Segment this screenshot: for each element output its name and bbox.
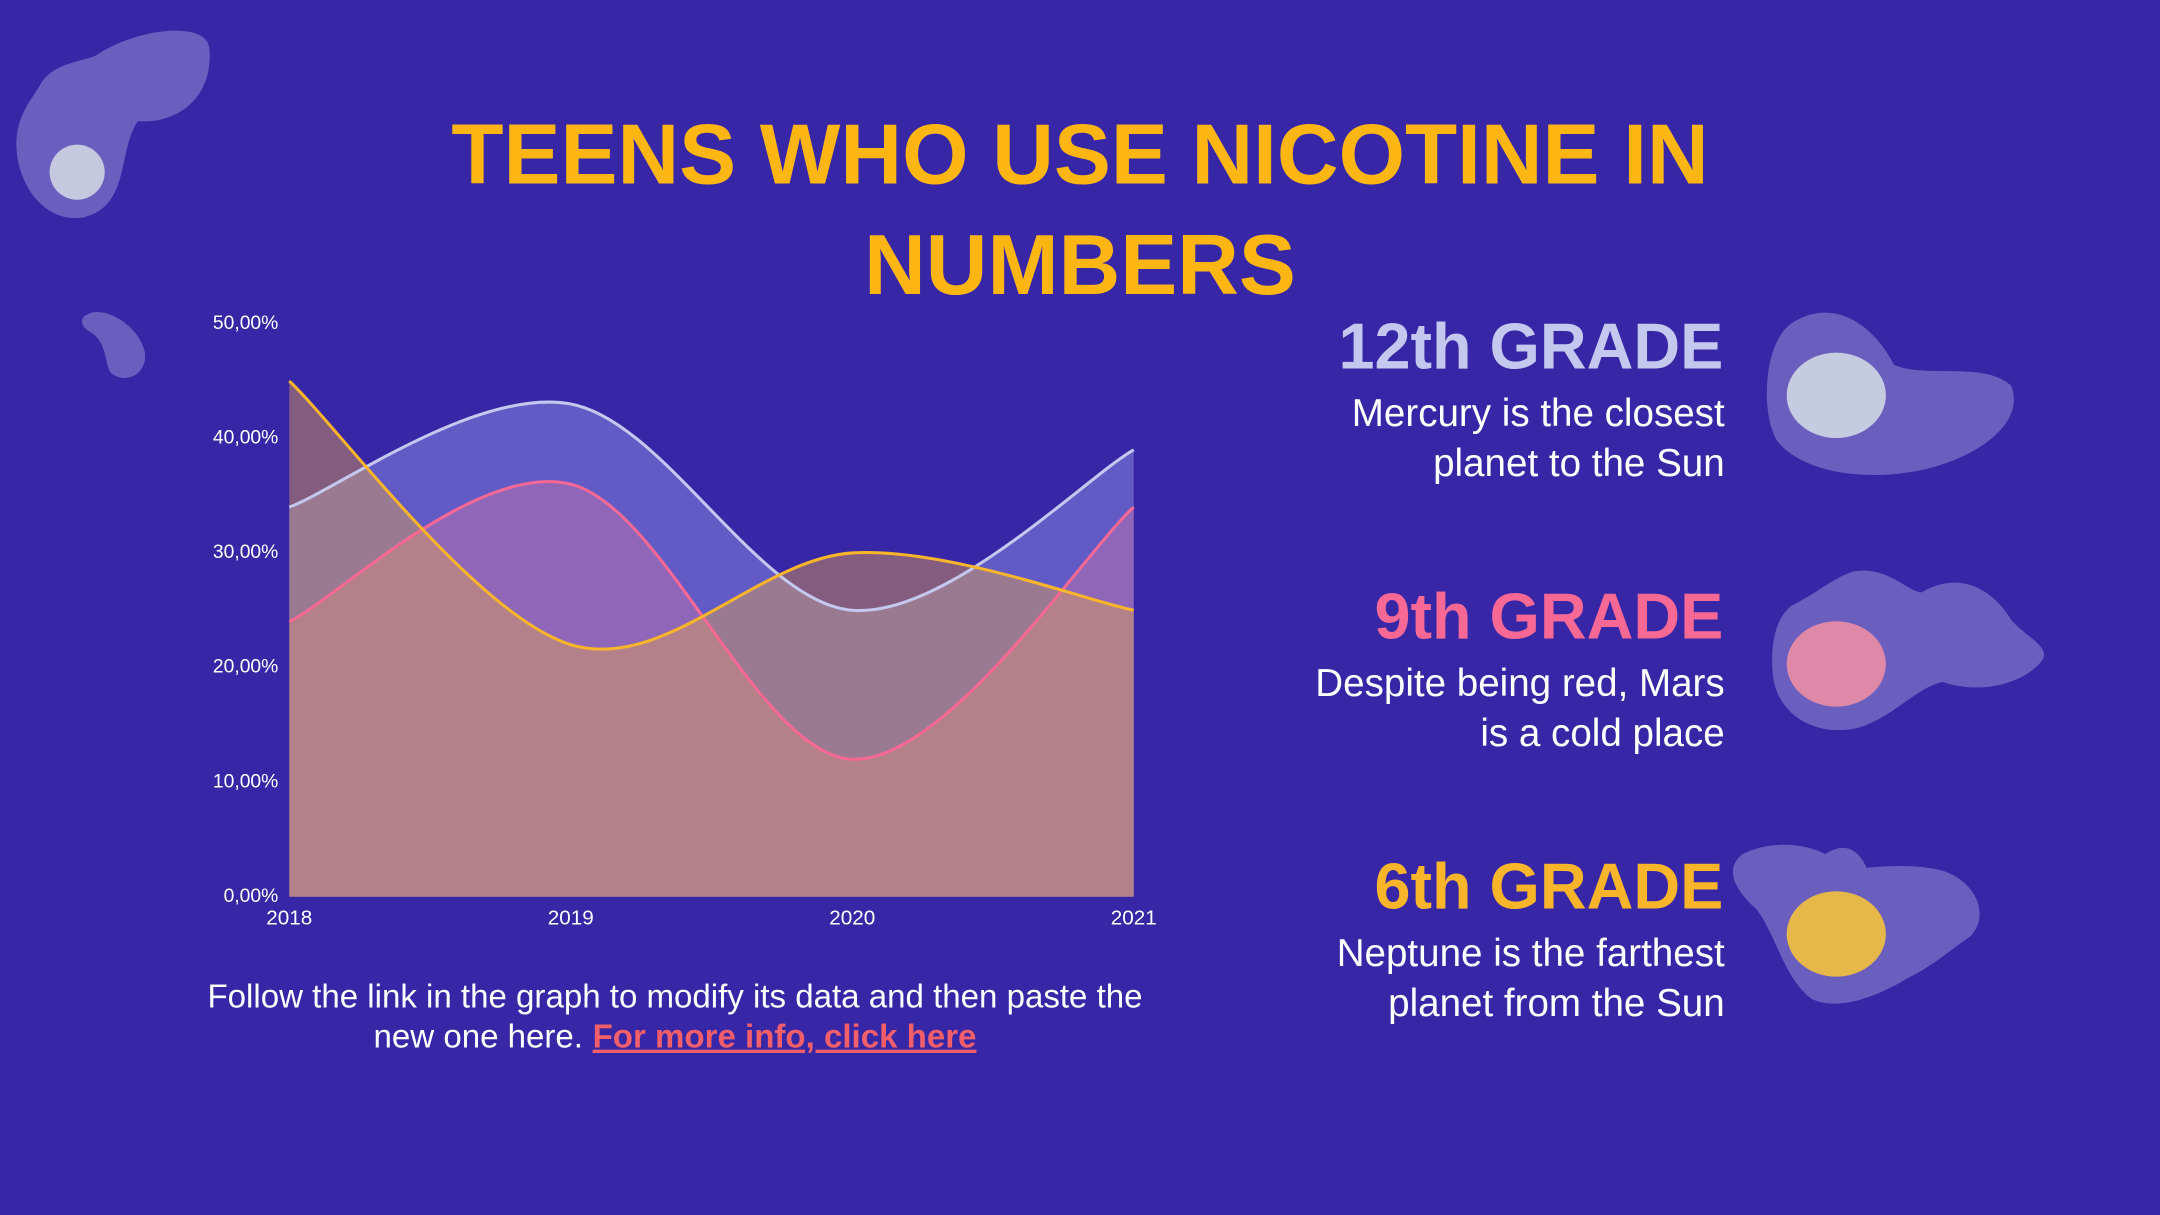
line — [288, 379, 1135, 651]
y-tick-label: 10,00% — [213, 771, 278, 792]
card-text: Mercury is the closest — [1352, 392, 1725, 435]
planet-dot — [49, 144, 105, 200]
title-line: NUMBERS — [864, 218, 1296, 313]
footer-text: new one here. — [374, 1018, 583, 1055]
x-tick-label: 2019 — [548, 906, 594, 929]
y-tick-label: 40,00% — [213, 427, 278, 448]
x-tick-label: 2021 — [1111, 906, 1157, 929]
title: TEENS WHO USE NICOTINE IN NUMBERS — [451, 108, 1708, 313]
card-text: Despite being red, Mars — [1315, 662, 1724, 705]
card-text: Neptune is the farthest — [1337, 932, 1725, 975]
footer-text: Follow the link in the graph to modify i… — [207, 978, 1142, 1015]
y-tick-label: 0,00% — [224, 886, 279, 907]
card-heading: 9th GRADE — [1374, 579, 1723, 652]
y-tick-label: 50,00% — [213, 313, 278, 334]
planet-dot — [1786, 891, 1886, 977]
planet-dot — [1786, 621, 1886, 707]
card-text: planet to the Sun — [1433, 442, 1725, 485]
line — [288, 400, 1135, 612]
info-link[interactable]: For more info, click here — [593, 1018, 977, 1055]
card-heading: 12th GRADE — [1338, 309, 1723, 382]
footer-text: new one here. For more info, click here — [374, 1018, 977, 1055]
x-tick-label: 2018 — [266, 906, 312, 929]
x-tick-label: 2020 — [829, 906, 875, 929]
y-tick-label: 30,00% — [213, 542, 278, 563]
cards: 12th GRADE Mercury is the closest planet t… — [1315, 309, 1725, 1024]
planet-dot — [1786, 352, 1886, 439]
area — [289, 381, 1134, 897]
area — [289, 481, 1134, 897]
card-heading: 6th GRADE — [1374, 849, 1723, 922]
blob — [81, 312, 146, 378]
card-text: planet from the Sun — [1388, 982, 1725, 1025]
area — [289, 402, 1134, 897]
chart: 0,00% 10,00% 20,00% 30,00% 40,00% 50,00% 2018 2… — [213, 313, 1157, 929]
card-text: is a cold place — [1480, 712, 1724, 755]
title-line: TEENS WHO USE NICOTINE IN — [451, 108, 1708, 203]
y-tick-label: 20,00% — [213, 657, 278, 678]
line — [288, 480, 1135, 761]
